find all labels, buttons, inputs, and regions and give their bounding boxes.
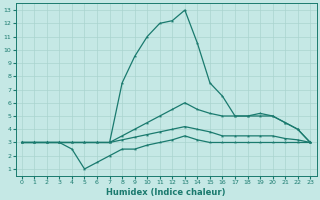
X-axis label: Humidex (Indice chaleur): Humidex (Indice chaleur): [106, 188, 226, 197]
